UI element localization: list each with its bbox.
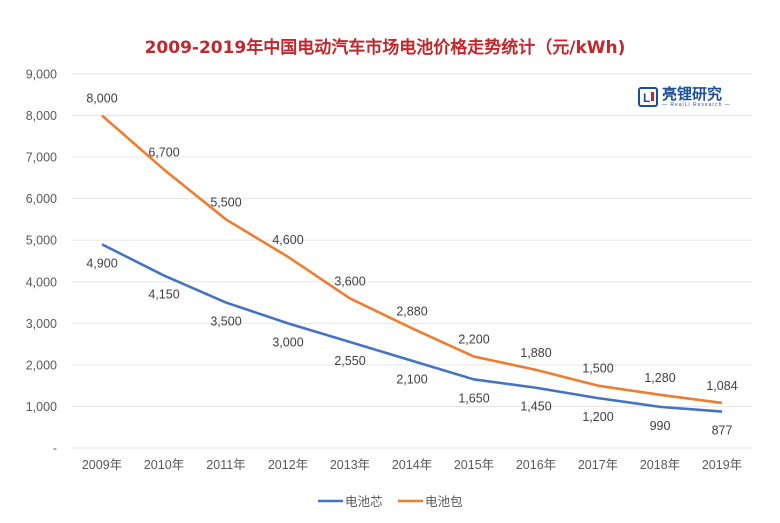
x-tick-label: 2014年	[392, 458, 432, 472]
data-label: 4,900	[86, 256, 117, 270]
data-label: 2,550	[334, 354, 365, 368]
y-tick-label: 4,000	[26, 275, 57, 289]
x-tick-label: 2013年	[330, 458, 370, 472]
x-tick-label: 2011年	[206, 458, 245, 472]
x-tick-label: 2018年	[640, 458, 680, 472]
data-label: 1,880	[520, 346, 551, 360]
data-label: 3,000	[272, 335, 303, 349]
data-label: 3,600	[334, 274, 365, 288]
data-label: 6,700	[148, 146, 179, 160]
y-axis-ticks: - 1,000 2,000 3,000 4,000 5,000 6,000 7,000 8,00…	[26, 68, 57, 456]
data-label: 2,200	[458, 333, 489, 347]
x-tick-label: 2019年	[702, 458, 742, 472]
y-tick-label: 5,000	[26, 234, 57, 248]
data-label: 5,500	[210, 195, 241, 209]
x-tick-label: 2009年	[82, 458, 122, 472]
x-tick-label: 2015年	[454, 458, 494, 472]
data-label: 1,650	[458, 391, 489, 405]
series-line-0	[101, 243, 723, 413]
data-label: 1,500	[582, 362, 613, 376]
logo-mark: L	[643, 91, 651, 105]
series-line-1	[101, 114, 723, 405]
data-label: 3,500	[210, 315, 241, 329]
data-label: 4,150	[148, 288, 179, 302]
data-label: 8,000	[86, 92, 117, 106]
legend: 电池芯 电池包	[318, 494, 463, 509]
y-tick-label: 2,000	[26, 358, 57, 372]
y-tick-label: 1,000	[26, 400, 57, 414]
data-label: 990	[650, 419, 671, 433]
data-labels: 4,900 4,150 3,500 3,000 2,550 2,100 1,650 1,450…	[86, 92, 737, 438]
data-label: 1,280	[644, 371, 675, 385]
x-tick-label: 2017年	[578, 458, 618, 472]
x-axis-ticks: 2009年 2010年 2011年 2012年 2013年 2014年 2015年 2016年…	[82, 458, 742, 472]
data-label: 877	[712, 424, 733, 438]
data-label: 2,880	[396, 304, 427, 318]
x-tick-label: 2012年	[268, 458, 308, 472]
y-tick-label: 8,000	[26, 109, 57, 123]
data-label: 2,100	[396, 373, 427, 387]
x-tick-label: 2010年	[144, 458, 184, 472]
gridlines	[72, 73, 752, 449]
y-tick-label: 3,000	[26, 317, 57, 331]
legend-label: 电池芯	[345, 494, 383, 509]
x-tick-label: 2016年	[516, 458, 556, 472]
series-lines	[101, 114, 723, 413]
legend-label: 电池包	[425, 494, 463, 509]
logo-mark-icon: L	[638, 87, 658, 107]
chart-title: 2009-2019年中国电动汽车市场电池价格走势统计（元/kWh)	[145, 37, 626, 58]
data-label: 1,084	[706, 379, 737, 393]
data-label: 1,450	[520, 400, 551, 414]
brand-logo: L 亮锂研究 — RealLi Research —	[638, 84, 750, 110]
y-tick-label: 6,000	[26, 192, 57, 206]
y-tick-label: -	[53, 442, 57, 456]
y-tick-label: 9,000	[26, 68, 57, 82]
logo-name: 亮锂研究	[662, 85, 723, 103]
y-tick-label: 7,000	[26, 151, 57, 165]
data-label: 1,200	[582, 410, 613, 424]
data-label: 4,600	[272, 233, 303, 247]
logo-subtitle: — RealLi Research —	[662, 102, 731, 108]
